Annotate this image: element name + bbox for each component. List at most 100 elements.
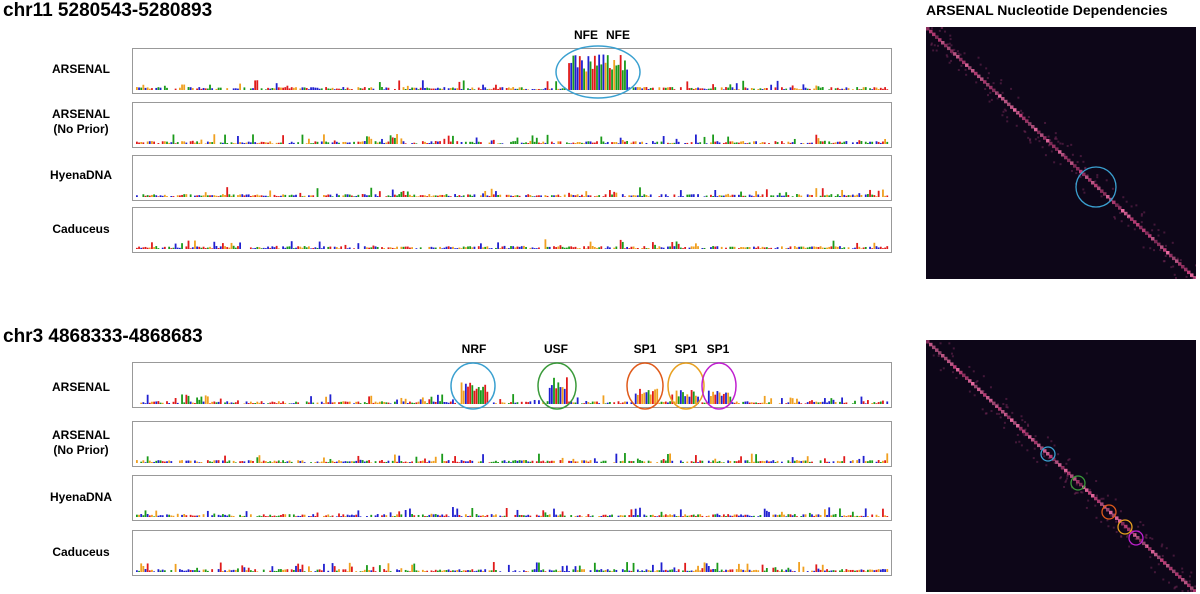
logo-letter <box>533 399 536 404</box>
logo-letter <box>258 195 261 197</box>
logo-letter <box>781 461 783 463</box>
logo-letter <box>703 247 706 249</box>
logo-letter <box>189 401 192 404</box>
logo-letter <box>871 141 874 144</box>
logo-letter <box>716 246 719 249</box>
logo-letter <box>464 461 467 463</box>
logo-letter <box>467 461 469 463</box>
logo-letter <box>561 457 564 463</box>
heatmap-cell <box>1184 580 1188 585</box>
logo-letter <box>209 246 211 249</box>
logo-letter <box>720 516 723 517</box>
logo-letter <box>449 570 452 572</box>
logo-letter <box>596 569 598 572</box>
heatmap-cell <box>1175 572 1179 576</box>
logo-letter <box>247 567 250 572</box>
logo-letter <box>686 570 689 572</box>
logo-letter <box>183 570 186 572</box>
heatmap-cell <box>946 55 949 58</box>
logo-letter <box>344 516 347 517</box>
logo-letter <box>136 460 138 463</box>
logo-letter <box>402 190 405 197</box>
motif-label-nfe-2: NFE <box>606 28 630 42</box>
logo-letter <box>523 515 525 517</box>
logo-letter <box>662 570 665 572</box>
heatmap-cell <box>972 370 975 373</box>
logo-letter <box>355 514 358 517</box>
logo-letter <box>755 247 757 249</box>
logo-letter <box>295 401 297 404</box>
heatmap-cell <box>1075 172 1078 175</box>
logo-letter <box>501 87 504 90</box>
heatmap-cell <box>1179 259 1182 262</box>
logo-letter <box>682 392 684 404</box>
logo-letter <box>428 88 431 90</box>
logo-letter <box>613 247 616 249</box>
logo-letter <box>793 514 796 517</box>
logo-letter <box>832 399 835 404</box>
heatmap-cell <box>1169 566 1173 571</box>
logo-letter <box>389 512 392 517</box>
logo-letter <box>312 402 315 404</box>
logo-letter <box>819 401 822 404</box>
logo-letter <box>649 461 652 463</box>
heatmap-cell <box>1190 273 1194 277</box>
logo-letter <box>609 190 611 197</box>
heatmap-cell <box>1066 477 1069 480</box>
logo-letter <box>555 569 558 572</box>
logo-letter <box>198 399 201 404</box>
logo-letter <box>647 248 650 249</box>
logo-letter <box>570 401 573 404</box>
logo-letter <box>686 461 689 463</box>
heatmap-cell <box>1044 137 1047 140</box>
logo-letter <box>624 141 626 144</box>
logo-letter <box>819 141 822 144</box>
logo-letter <box>387 563 390 572</box>
logo-letter <box>490 514 493 517</box>
logo-letter <box>213 241 216 249</box>
logo-letter <box>669 401 671 404</box>
logo-letter <box>750 402 753 404</box>
logo-letter <box>471 569 474 572</box>
logo-letter <box>787 194 790 197</box>
track-label-arsenal-no-prior: ARSENAL (No Prior) <box>51 107 110 136</box>
logo-letter <box>873 195 876 197</box>
logo-letter <box>624 196 626 197</box>
logo-letter <box>411 461 413 463</box>
logo-letter <box>374 461 377 463</box>
logo-letter <box>157 248 160 249</box>
logo-letter <box>613 191 616 197</box>
logo-letter <box>572 458 575 463</box>
heatmap-cell <box>1027 123 1030 126</box>
logo-letter <box>785 516 788 517</box>
logo-letter <box>189 194 192 197</box>
heatmap-cell <box>1067 472 1070 475</box>
logo-letter <box>697 514 699 517</box>
heatmap-cell <box>1153 571 1156 574</box>
heatmap-cell <box>1112 513 1116 518</box>
logo-letter <box>258 142 261 144</box>
logo-letter <box>660 460 663 463</box>
logo-letter <box>213 513 216 517</box>
logo-letter <box>583 460 585 463</box>
logo-letter <box>383 569 386 572</box>
logo-letter <box>690 514 693 517</box>
logo-letter <box>163 570 166 572</box>
logo-letter <box>286 569 289 572</box>
logo-letter <box>226 142 229 144</box>
heatmap-cell <box>940 27 943 29</box>
logo-letter <box>348 515 351 517</box>
logo-letter <box>871 569 874 572</box>
logo-letter <box>882 400 884 404</box>
logo-letter <box>329 88 332 90</box>
logo-letter <box>744 87 747 90</box>
logo-letter <box>783 514 785 517</box>
logo-letter <box>576 248 579 249</box>
heatmap-cell <box>1170 254 1173 257</box>
logo-letter <box>492 562 495 572</box>
logo-letter <box>647 390 650 404</box>
logo-letter <box>710 247 712 249</box>
logo-letter <box>310 571 312 572</box>
logo-letter <box>677 569 680 572</box>
logo-letter <box>877 141 880 144</box>
